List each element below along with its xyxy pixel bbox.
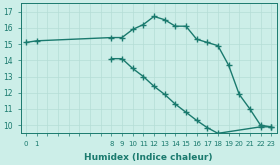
X-axis label: Humidex (Indice chaleur): Humidex (Indice chaleur) (84, 152, 213, 162)
